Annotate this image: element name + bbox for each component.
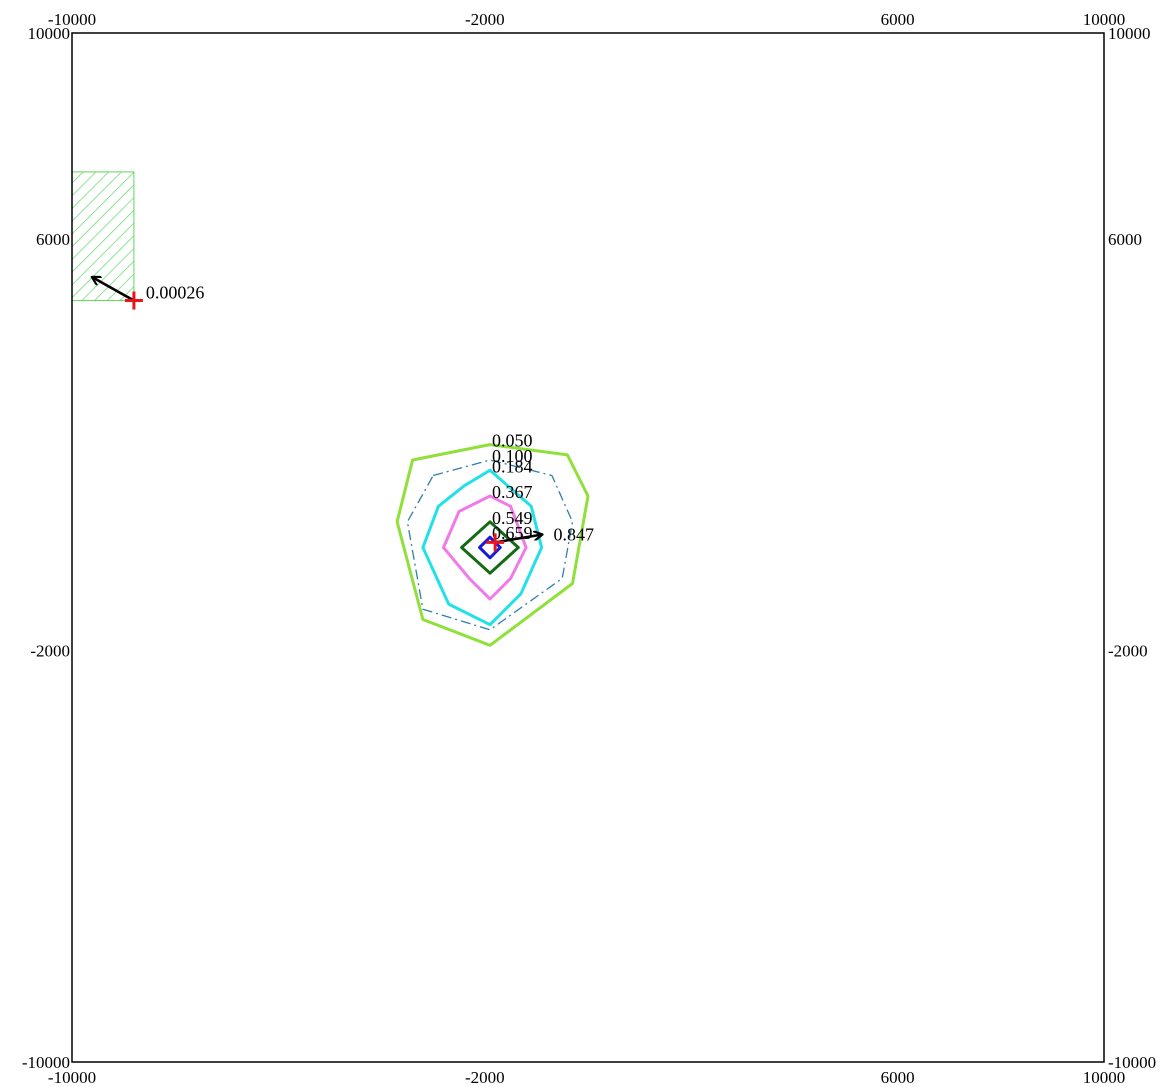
contour-0.184 xyxy=(421,468,544,627)
tick-labels-layer: -10000-10000-2000-2000600060001000010000… xyxy=(22,10,1156,1087)
contour-label: 0.367 xyxy=(492,482,532,502)
x-tick-label-bottom: 6000 xyxy=(881,1068,915,1087)
receptor-vector xyxy=(93,277,135,302)
x-tick-label-top: -2000 xyxy=(465,10,505,29)
x-tick-label-top: -10000 xyxy=(48,10,96,29)
y-tick-label-right: 6000 xyxy=(1108,230,1142,249)
source-area-layer xyxy=(71,171,135,302)
y-tick-label-right: -10000 xyxy=(1108,1053,1156,1072)
contour-label: 0.184 xyxy=(492,456,532,476)
y-tick-label-left: -10000 xyxy=(22,1053,70,1072)
y-tick-label-left: -2000 xyxy=(30,641,70,660)
receptor-value-label: 0.00026 xyxy=(146,283,205,303)
contour-0.367 xyxy=(442,494,528,601)
receptors-layer: 0.00026 0.847 xyxy=(93,277,595,552)
x-tick-label-top: 10000 xyxy=(1083,10,1126,29)
plot-frame-layer xyxy=(71,32,1105,1063)
x-tick-label-bottom: -2000 xyxy=(465,1068,505,1087)
contour-0.100 xyxy=(406,459,574,631)
x-tick-label-bottom: -10000 xyxy=(48,1068,96,1087)
contour-label: 0.549 xyxy=(492,508,532,528)
source-area xyxy=(71,171,135,302)
receptor-value-label: 0.847 xyxy=(554,524,595,544)
y-tick-label-right: 10000 xyxy=(1108,24,1151,43)
plot-frame xyxy=(71,32,1105,1063)
contour-0.659 xyxy=(478,535,502,560)
x-tick-label-bottom: 10000 xyxy=(1083,1068,1126,1087)
y-tick-label-right: -2000 xyxy=(1108,641,1148,660)
contour-label: 0.050 xyxy=(492,431,532,451)
y-tick-label-left: 10000 xyxy=(28,24,71,43)
contour-label: 0.100 xyxy=(492,446,532,466)
y-tick-label-left: 6000 xyxy=(36,230,70,249)
x-tick-label-top: 6000 xyxy=(881,10,915,29)
contour-0.050 xyxy=(395,443,590,647)
